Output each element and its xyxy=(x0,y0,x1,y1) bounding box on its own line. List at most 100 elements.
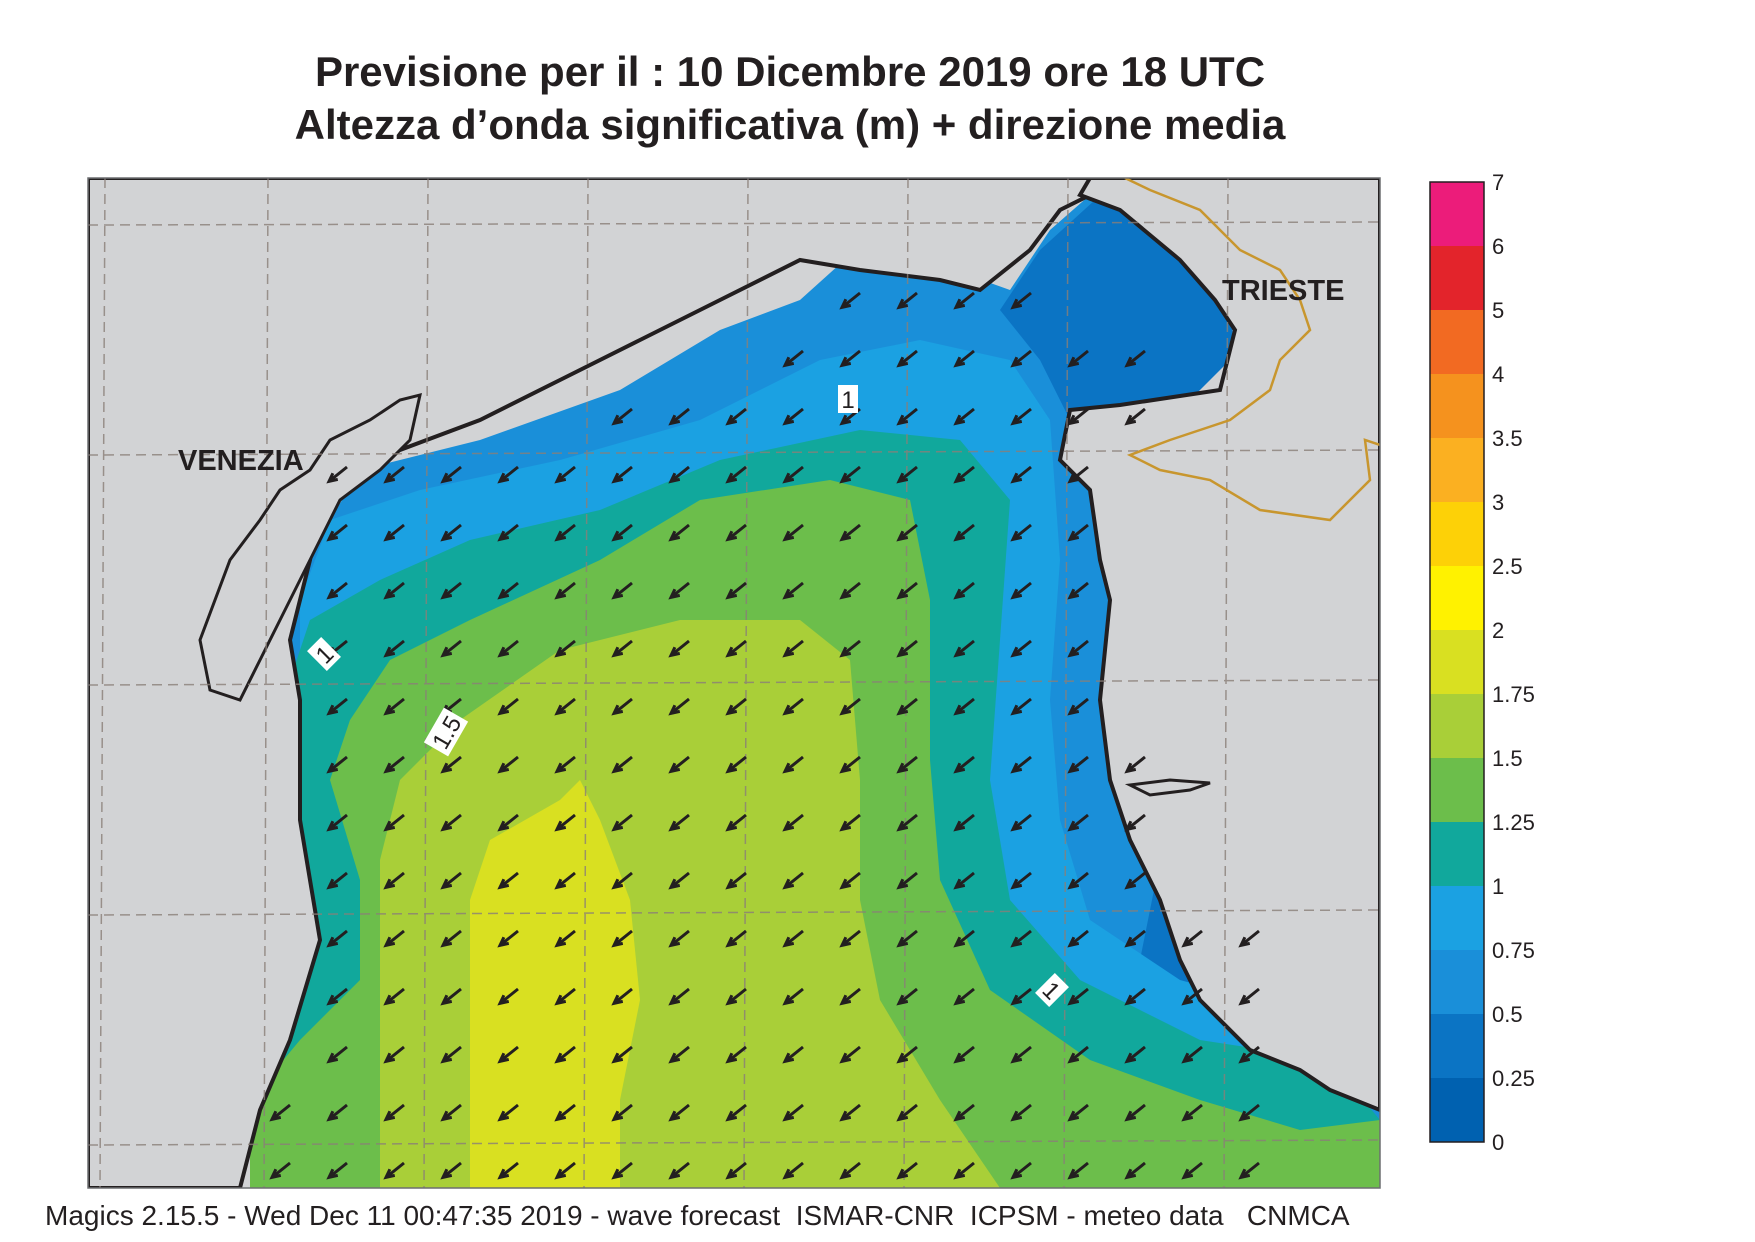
direction-arrow xyxy=(554,1045,576,1064)
direction-arrow xyxy=(383,813,405,832)
legend-tick-label: 3.5 xyxy=(1492,426,1523,451)
direction-arrow xyxy=(1124,871,1146,890)
direction-arrow xyxy=(554,1103,576,1122)
direction-arrow xyxy=(326,697,348,716)
direction-arrow xyxy=(1010,1045,1032,1064)
direction-arrow xyxy=(668,523,690,542)
direction-arrow xyxy=(839,465,861,484)
direction-arrow xyxy=(440,871,462,890)
direction-arrow xyxy=(839,581,861,600)
national-border xyxy=(1124,178,1380,522)
direction-arrow xyxy=(668,1045,690,1064)
svg-text:1: 1 xyxy=(841,387,854,414)
direction-arrow xyxy=(953,581,975,600)
direction-arrow xyxy=(953,987,975,1006)
map-frame xyxy=(87,177,1381,1189)
direction-arrow xyxy=(896,1045,918,1064)
laguna-island xyxy=(198,392,422,702)
legend-swatch xyxy=(1430,822,1484,886)
direction-arrow xyxy=(1010,349,1032,368)
direction-arrow xyxy=(497,581,519,600)
direction-arrow xyxy=(1124,929,1146,948)
direction-arrow xyxy=(497,929,519,948)
direction-arrow xyxy=(782,755,804,774)
direction-arrow xyxy=(440,465,462,484)
legend-tick-label: 0 xyxy=(1492,1130,1504,1155)
direction-arrow xyxy=(896,465,918,484)
direction-arrow xyxy=(1181,987,1203,1006)
direction-arrow xyxy=(725,987,747,1006)
direction-arrow xyxy=(725,639,747,658)
legend-swatch xyxy=(1430,310,1484,374)
legend-tick-label: 6 xyxy=(1492,234,1504,259)
direction-arrow xyxy=(1181,929,1203,948)
direction-arrow xyxy=(953,1045,975,1064)
direction-arrow xyxy=(497,871,519,890)
direction-arrow xyxy=(896,523,918,542)
direction-arrow xyxy=(839,1103,861,1122)
direction-arrow xyxy=(1124,1045,1146,1064)
direction-arrow xyxy=(383,697,405,716)
direction-arrow xyxy=(611,813,633,832)
direction-arrow xyxy=(440,987,462,1006)
direction-arrow xyxy=(839,987,861,1006)
direction-arrow xyxy=(269,1161,291,1180)
direction-arrow xyxy=(497,1103,519,1122)
direction-arrow xyxy=(1010,581,1032,600)
direction-arrow xyxy=(1238,929,1260,948)
direction-arrow xyxy=(839,1045,861,1064)
legend-swatch xyxy=(1430,502,1484,566)
direction-arrow xyxy=(896,581,918,600)
direction-arrow xyxy=(953,465,975,484)
direction-arrow xyxy=(896,755,918,774)
direction-arrow xyxy=(668,929,690,948)
direction-arrow xyxy=(326,1103,348,1122)
direction-arrow xyxy=(1067,639,1089,658)
direction-arrow xyxy=(383,581,405,600)
direction-arrow xyxy=(1067,755,1089,774)
direction-arrow xyxy=(839,523,861,542)
direction-arrow xyxy=(896,639,918,658)
direction-arrow xyxy=(326,523,348,542)
direction-arrow xyxy=(1238,1161,1260,1180)
direction-arrow xyxy=(269,1103,291,1122)
direction-arrow xyxy=(383,1103,405,1122)
direction-arrow xyxy=(896,929,918,948)
direction-arrow xyxy=(782,407,804,426)
legend-swatch xyxy=(1430,1014,1484,1078)
direction-arrow xyxy=(1067,1161,1089,1180)
direction-arrow xyxy=(953,1161,975,1180)
direction-arrow xyxy=(326,1045,348,1064)
sea-band-2 xyxy=(470,780,640,1188)
direction-arrow xyxy=(497,813,519,832)
legend-tick-label: 1 xyxy=(1492,874,1504,899)
direction-arrow xyxy=(725,465,747,484)
direction-arrow xyxy=(782,1103,804,1122)
legend-swatch xyxy=(1430,246,1484,310)
direction-arrow xyxy=(953,755,975,774)
direction-arrow xyxy=(725,1045,747,1064)
direction-arrow xyxy=(1010,697,1032,716)
direction-arrow xyxy=(440,1045,462,1064)
direction-arrow xyxy=(1238,987,1260,1006)
direction-arrow xyxy=(782,523,804,542)
direction-arrow xyxy=(1067,407,1089,426)
direction-arrow xyxy=(1010,987,1032,1006)
direction-arrow xyxy=(782,929,804,948)
direction-arrow xyxy=(725,929,747,948)
direction-arrow xyxy=(326,871,348,890)
direction-arrow xyxy=(1010,871,1032,890)
direction-arrow xyxy=(839,697,861,716)
direction-arrow xyxy=(668,987,690,1006)
direction-arrow xyxy=(953,813,975,832)
direction-arrow xyxy=(782,987,804,1006)
direction-arrow xyxy=(953,349,975,368)
legend-swatch xyxy=(1430,694,1484,758)
direction-arrow xyxy=(1181,1161,1203,1180)
direction-arrow xyxy=(1181,1103,1203,1122)
direction-arrow xyxy=(326,929,348,948)
direction-arrow xyxy=(611,755,633,774)
direction-arrow xyxy=(326,813,348,832)
direction-arrow xyxy=(668,871,690,890)
direction-arrow xyxy=(497,523,519,542)
